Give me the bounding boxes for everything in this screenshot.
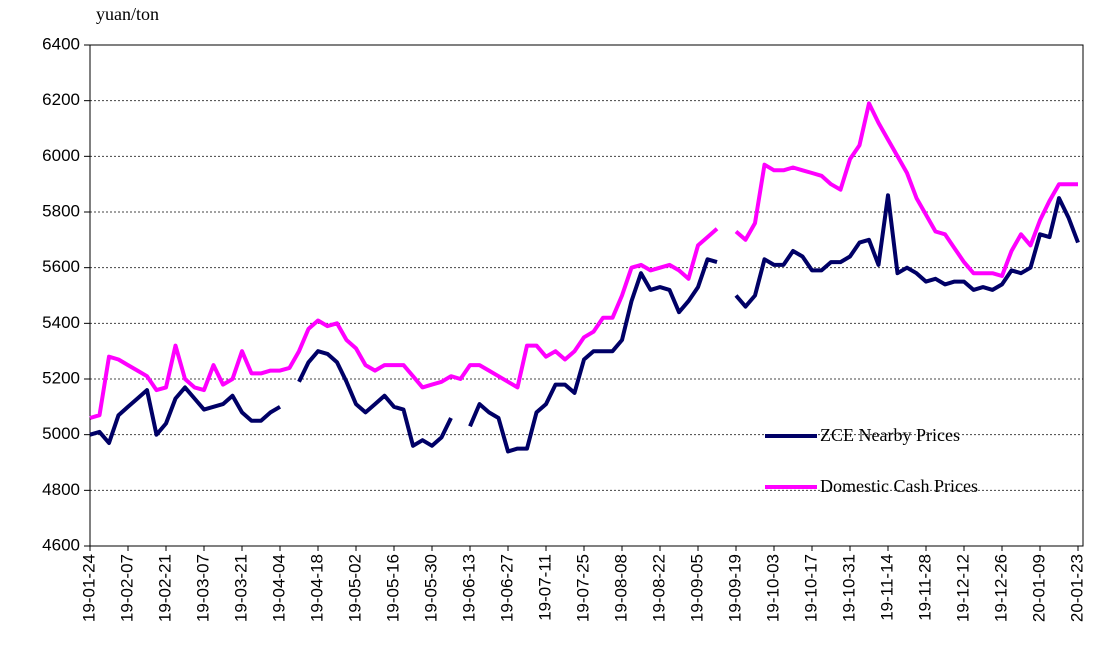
x-tick-label: 19-02-21 (155, 554, 174, 622)
x-tick-label: 19-07-11 (535, 554, 554, 621)
y-tick-label: 5000 (42, 424, 80, 443)
y-tick-label: 5800 (42, 201, 80, 220)
y-tick-label: 4800 (42, 480, 80, 499)
x-tick-label: 20-01-09 (1029, 554, 1048, 622)
series-line (89, 193, 1080, 454)
x-tick-label: 19-12-26 (991, 554, 1010, 622)
x-tick-label: 19-04-18 (307, 554, 326, 622)
x-tick-label: 19-03-21 (231, 554, 250, 622)
x-tick-label: 19-05-30 (421, 554, 440, 622)
x-tick-label: 19-09-05 (687, 554, 706, 622)
series-line (89, 101, 1078, 420)
x-tick-label: 19-05-02 (345, 554, 364, 622)
x-tick-label: 19-11-14 (877, 554, 896, 621)
x-tick-label: 19-10-17 (801, 554, 820, 622)
plot-border (89, 44, 1084, 547)
y-tick-label: 6400 (42, 34, 80, 53)
x-tick-label: 19-09-19 (725, 554, 744, 622)
x-tick-label: 19-12-12 (953, 554, 972, 622)
x-tick-label: 19-03-07 (193, 554, 212, 622)
x-tick-label: 19-02-07 (117, 554, 136, 622)
x-tick-label: 19-06-27 (497, 554, 516, 622)
y-tick-label: 5400 (42, 313, 80, 332)
legend-label: Domestic Cash Prices (820, 476, 978, 496)
y-tick-label: 4600 (42, 535, 80, 554)
x-tick-label: 20-01-23 (1067, 554, 1086, 622)
y-tick-label: 6200 (42, 90, 80, 109)
x-tick-label: 19-11-28 (915, 554, 934, 621)
x-tick-label: 19-10-31 (839, 554, 858, 622)
y-tick-label: 5600 (42, 257, 80, 276)
x-tick-label: 19-01-24 (79, 554, 98, 622)
y-tick-label: 5200 (42, 368, 80, 387)
x-tick-label: 19-07-25 (573, 554, 592, 622)
legend-label: ZCE Nearby Prices (820, 425, 960, 445)
x-tick-label: 19-10-03 (763, 554, 782, 622)
x-tick-label: 19-08-22 (649, 554, 668, 622)
y-unit-label: yuan/ton (96, 4, 159, 24)
x-tick-label: 19-05-16 (383, 554, 402, 622)
x-tick-label: 19-06-13 (459, 554, 478, 622)
y-tick-label: 6000 (42, 146, 80, 165)
x-tick-label: 19-04-04 (269, 554, 288, 622)
x-tick-label: 19-08-08 (611, 554, 630, 622)
